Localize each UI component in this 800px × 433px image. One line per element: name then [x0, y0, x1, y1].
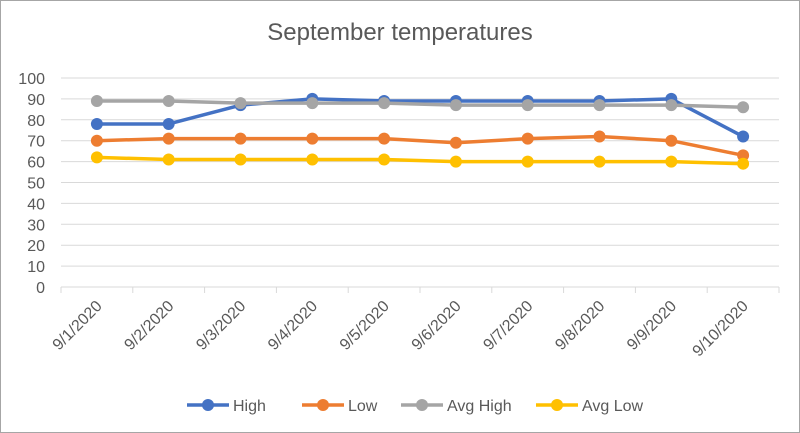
x-tick-label: 9/1/2020: [50, 298, 106, 354]
series-low: [90, 130, 750, 162]
data-point: [306, 132, 319, 145]
x-tick-label: 9/5/2020: [337, 298, 393, 354]
data-point: [665, 155, 678, 168]
data-point: [378, 153, 391, 166]
data-point: [521, 99, 534, 112]
series-avg-low: [90, 151, 750, 170]
legend-marker: [202, 399, 214, 411]
legend-item: Avg High: [401, 398, 512, 415]
data-point: [378, 97, 391, 110]
data-point: [90, 134, 103, 147]
data-point: [593, 99, 606, 112]
data-point: [737, 130, 750, 143]
x-tick-label: 9/4/2020: [265, 298, 321, 354]
data-point: [593, 130, 606, 143]
x-tick-label: 9/3/2020: [193, 298, 249, 354]
series-line: [95, 134, 745, 158]
x-tick-label: 9/9/2020: [624, 298, 680, 354]
data-point: [378, 132, 391, 145]
data-point: [90, 94, 103, 107]
data-point: [162, 94, 175, 107]
y-tick-label: 50: [27, 176, 45, 193]
series-line: [95, 99, 745, 110]
y-tick-label: 60: [27, 155, 45, 172]
legend-marker: [551, 399, 563, 411]
y-tick-label: 30: [27, 217, 45, 234]
x-tick-label: 9/2/2020: [121, 298, 177, 354]
data-point: [234, 97, 247, 110]
series-layer: [90, 92, 750, 170]
data-point: [162, 117, 175, 130]
legend-marker: [416, 399, 428, 411]
x-tick-label: 9/10/2020: [690, 298, 752, 360]
y-tick-label: 10: [27, 259, 45, 276]
y-tick-label: 40: [27, 196, 45, 213]
data-point: [521, 132, 534, 145]
data-point: [234, 153, 247, 166]
data-point: [521, 155, 534, 168]
series-line: [95, 155, 745, 166]
data-point: [665, 134, 678, 147]
chart-title: September temperatures: [267, 19, 533, 46]
legend-label: Avg High: [447, 398, 512, 415]
data-point: [234, 132, 247, 145]
y-tick-label: 80: [27, 113, 45, 130]
y-tick-label: 0: [36, 280, 45, 297]
legend-label: Avg Low: [582, 398, 644, 415]
data-point: [162, 132, 175, 145]
y-tick-label: 70: [27, 134, 45, 151]
data-point: [449, 155, 462, 168]
legend-label: Low: [348, 398, 378, 415]
legend-label: High: [233, 398, 266, 415]
data-point: [90, 151, 103, 164]
data-point: [737, 157, 750, 170]
legend: High Low Avg High Avg Low: [187, 398, 644, 415]
x-tick-label: 9/6/2020: [409, 298, 465, 354]
y-tick-label: 20: [27, 238, 45, 255]
data-point: [449, 136, 462, 149]
axis-layer: 0 10 20 30 40 50 60 70 80 90 100 9/1/2020 9/2/2020 9/…: [18, 71, 780, 360]
data-point: [737, 149, 750, 162]
data-point: [306, 97, 319, 110]
data-point: [306, 153, 319, 166]
legend-item: Avg Low: [536, 398, 644, 415]
legend-item: Low: [302, 398, 378, 415]
data-point: [162, 153, 175, 166]
data-point: [665, 99, 678, 112]
legend-item: High: [187, 398, 266, 415]
y-tick-label: 100: [18, 71, 45, 88]
data-point: [593, 155, 606, 168]
series-line: [95, 97, 745, 139]
x-tick-label: 9/7/2020: [480, 298, 536, 354]
data-point: [449, 99, 462, 112]
legend-marker: [317, 399, 329, 411]
y-tick-label: 90: [27, 92, 45, 109]
data-point: [737, 101, 750, 114]
series-avg-high: [90, 94, 750, 114]
x-tick-label: 9/8/2020: [552, 298, 608, 354]
data-point: [90, 117, 103, 130]
